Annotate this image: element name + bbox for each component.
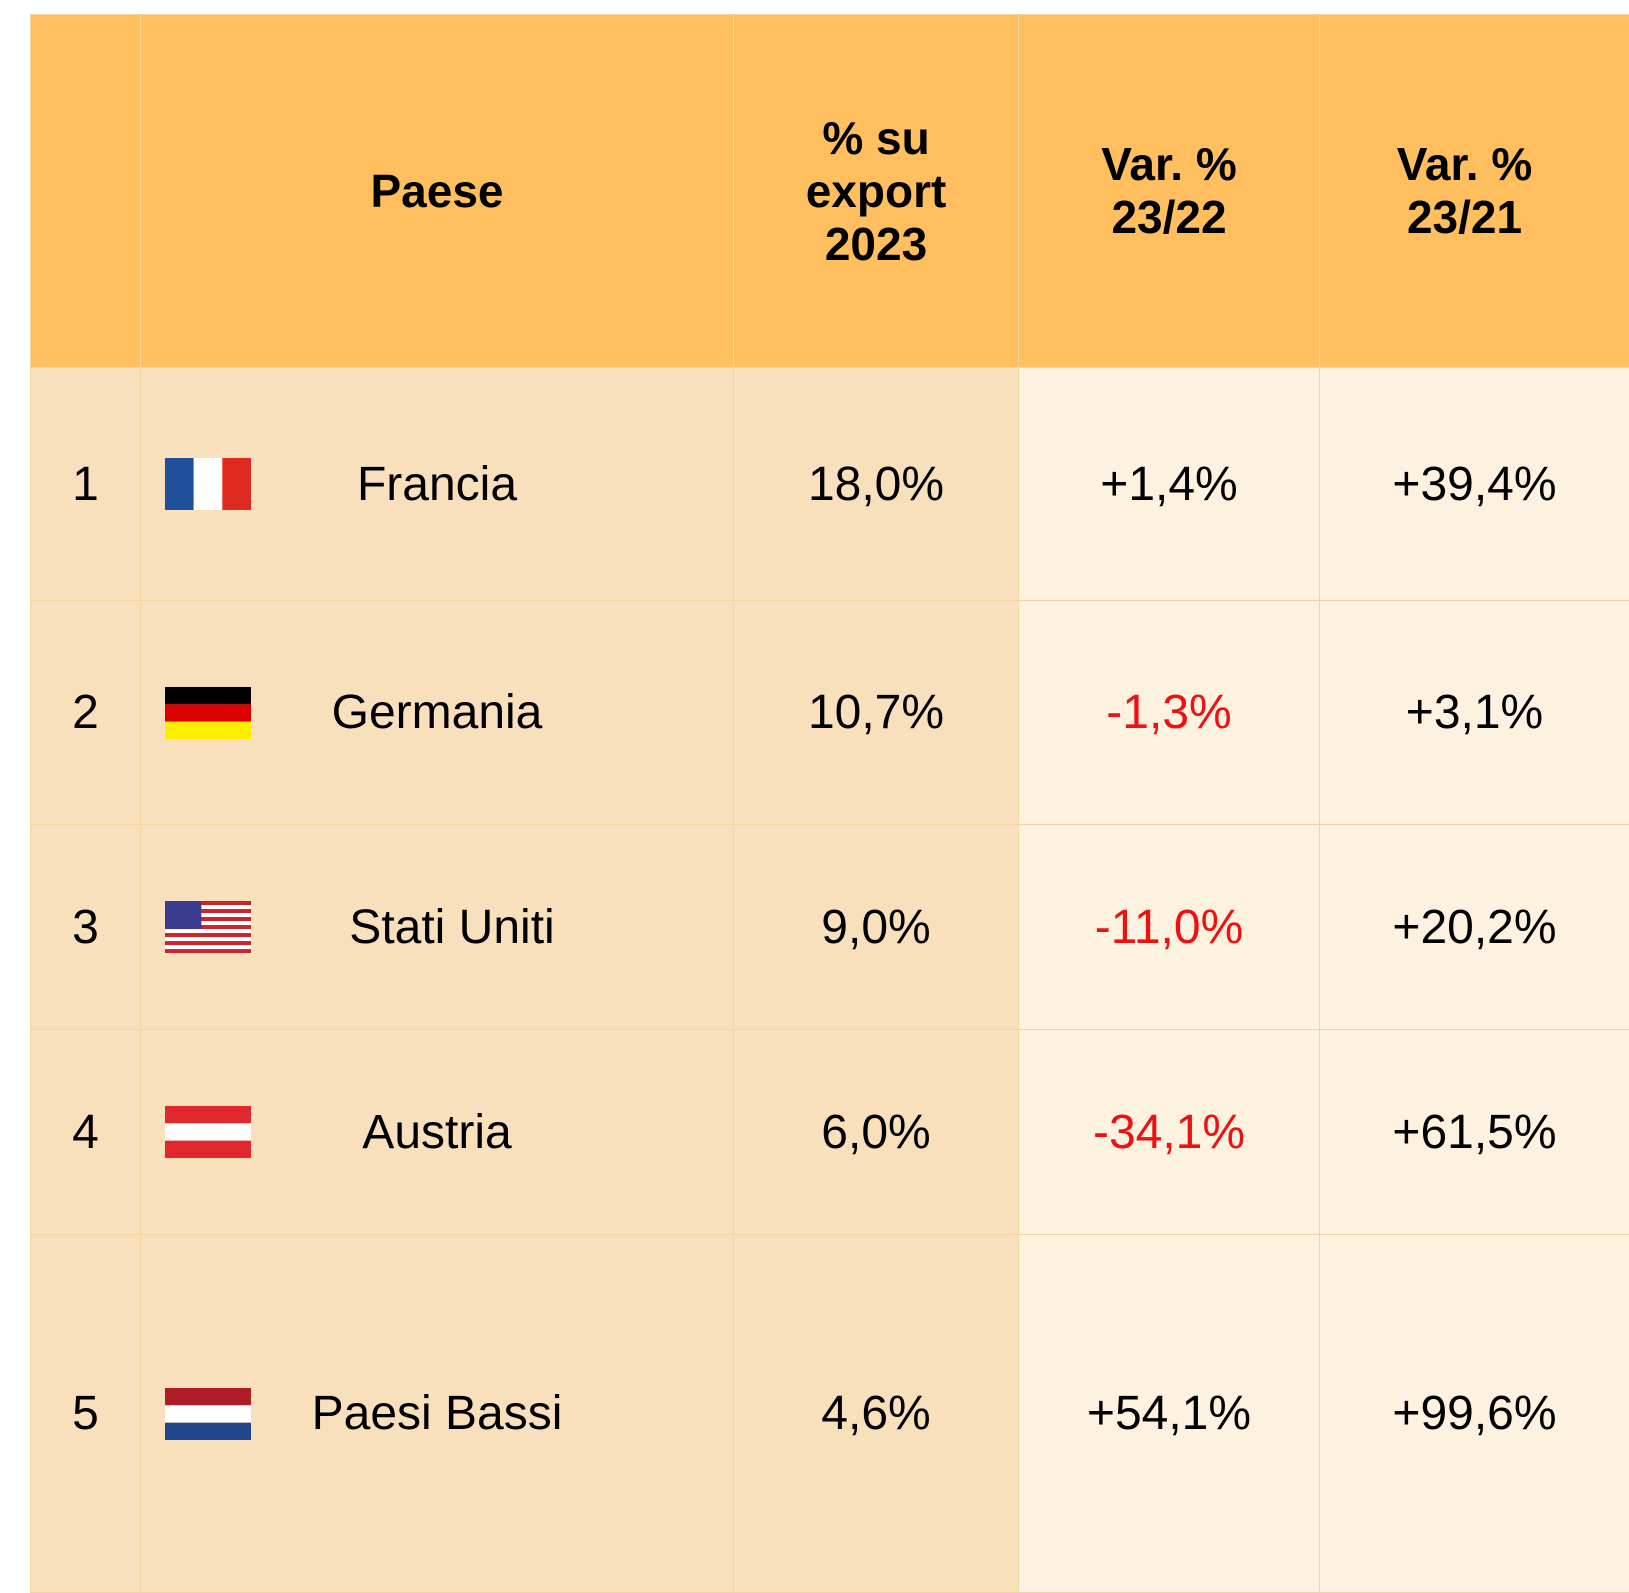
rank: 5 [31,1235,141,1593]
country: Paesi Bassi [141,1235,734,1593]
export-table: Paese % su export 2023 Var. % 23/22 Var.… [30,14,1629,1593]
cell-text: 18,0% [808,458,944,511]
flag-germany [165,687,251,739]
table-row: 5 Paesi Bassi 4,6% +54,1% +99,6% [31,1235,1629,1593]
flag-netherlands [165,1388,251,1440]
country: Austria [141,1030,734,1235]
var-23-21: +99,6% [1320,1235,1629,1593]
rank: 4 [31,1030,141,1235]
table-row: 1 Francia 18,0% +1,4% +39,4% [31,368,1629,601]
cell-text: +39,4% [1392,458,1556,511]
var-23-22: -34,1% [1019,1030,1320,1235]
share: 4,6% [734,1235,1019,1593]
cell-text: +61,5% [1392,1106,1556,1159]
cell-text: 9,0% [821,901,930,954]
cell-text: Germania [332,686,543,739]
cell-text: 1 [72,458,99,511]
var-23-21: +39,4% [1320,368,1629,601]
cell-text: 3 [72,901,99,954]
var-23-22: +54,1% [1019,1235,1320,1593]
header-row: Paese % su export 2023 Var. % 23/22 Var.… [31,15,1629,368]
cell-text: 10,7% [808,686,944,739]
flag-usa [165,901,251,953]
cell-text: Paesi Bassi [312,1387,563,1440]
cell-text: 2 [72,686,99,739]
header-cell: Var. % 23/22 [1019,15,1320,368]
cell-text: 6,0% [821,1106,930,1159]
rank: 3 [31,825,141,1030]
cell-text: +99,6% [1392,1387,1556,1440]
cell-text: 4 [72,1106,99,1159]
var-23-21: +3,1% [1320,601,1629,825]
table-row: 2 Germania 10,7% -1,3% +3,1% [31,601,1629,825]
share: 9,0% [734,825,1019,1030]
table-row: 4 Austria 6,0% -34,1% +61,5% [31,1030,1629,1235]
var-23-22: -11,0% [1019,825,1320,1030]
share: 10,7% [734,601,1019,825]
rank: 1 [31,368,141,601]
cell-text: 4,6% [821,1387,930,1440]
rank: 2 [31,601,141,825]
table-row: 3 Stati Uniti 9,0% -11,0% +20,2% [31,825,1629,1030]
share: 18,0% [734,368,1019,601]
country: Germania [141,601,734,825]
cell-text: 5 [72,1387,99,1440]
cell-text: Austria [362,1106,511,1159]
header-cell: Paese [141,15,734,368]
cell-text: -1,3% [1106,686,1231,739]
cell-text: -34,1% [1093,1106,1245,1159]
cell-text: +3,1% [1406,686,1543,739]
cell-text: -11,0% [1095,901,1244,954]
cell-text: +54,1% [1087,1387,1251,1440]
table-body: 1 Francia 18,0% +1,4% +39,4% 2 Germania 10,7% -1… [31,368,1629,1593]
var-23-21: +20,2% [1320,825,1629,1030]
cell-text: Stati Uniti [319,901,554,954]
var-23-22: -1,3% [1019,601,1320,825]
country: Francia [141,368,734,601]
flag-france [165,458,251,510]
header-cell [31,15,141,368]
header-cell: Var. % 23/21 [1320,15,1629,368]
cell-text: +1,4% [1100,458,1237,511]
var-23-22: +1,4% [1019,368,1320,601]
country: Stati Uniti [141,825,734,1030]
header-cell: % su export 2023 [734,15,1019,368]
cell-text: Francia [357,458,517,511]
var-23-21: +61,5% [1320,1030,1629,1235]
flag-austria [165,1106,251,1158]
cell-text: +20,2% [1392,901,1556,954]
share: 6,0% [734,1030,1019,1235]
